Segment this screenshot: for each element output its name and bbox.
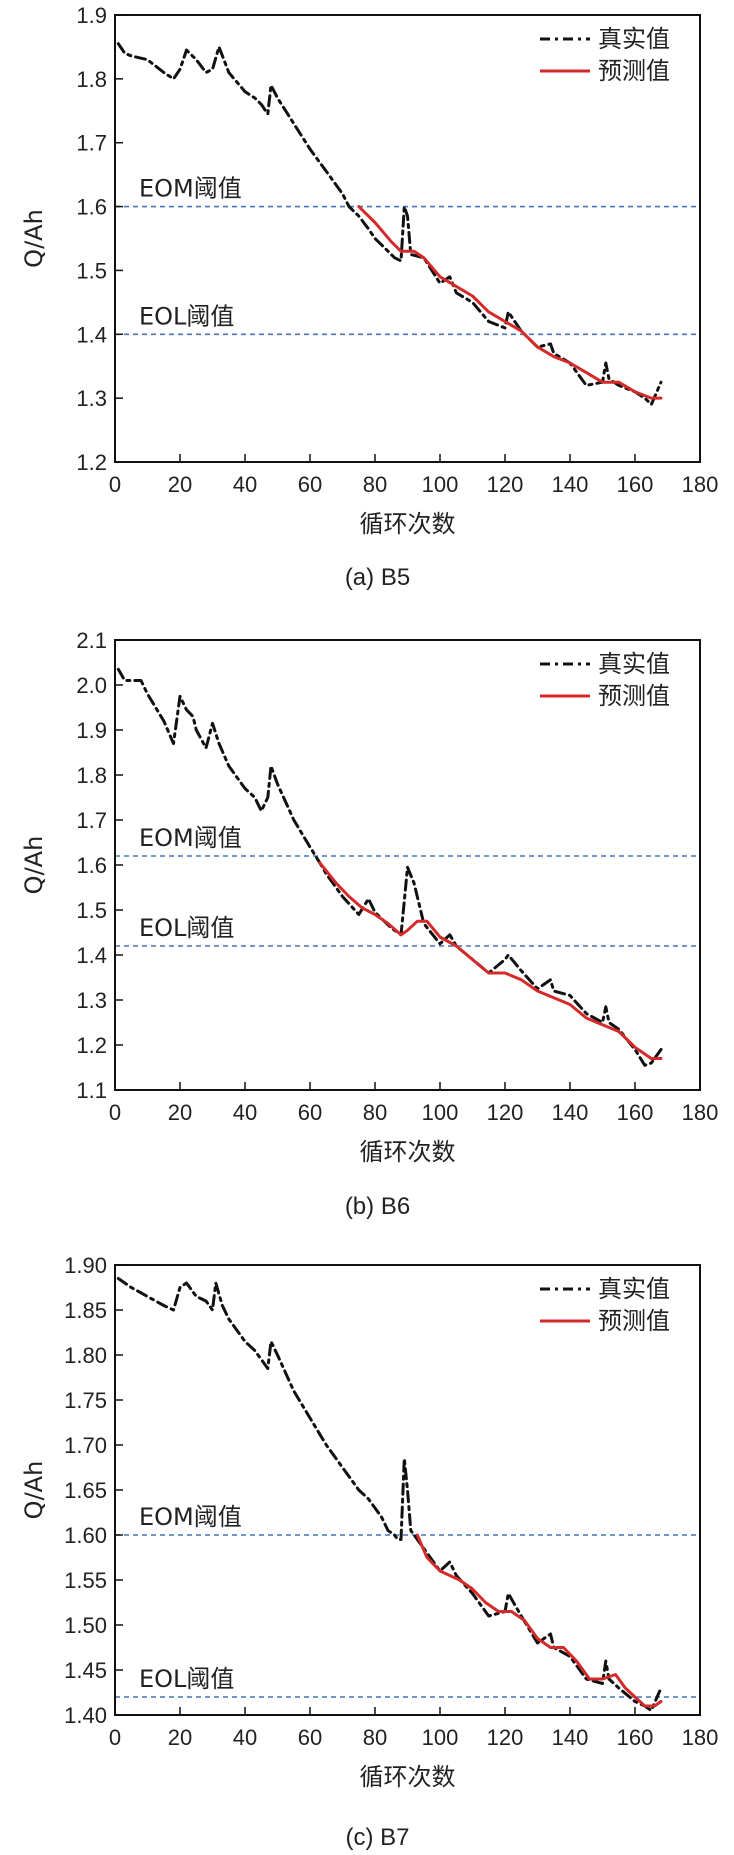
x-tick-label: 40 — [233, 472, 257, 497]
x-tick-label: 100 — [422, 1100, 459, 1125]
chart-panel-1: EOM阈值 EOL阈值 0 20 40 60 80 100 120 140 160 180 1.2 1.3… — [20, 3, 718, 591]
y-tick-label: 1.8 — [76, 67, 107, 92]
panel-caption: (c) B7 — [345, 1824, 409, 1851]
threshold-label-eom: EOM阈值 — [139, 175, 242, 203]
x-tick-label: 100 — [422, 1725, 459, 1750]
x-tick-label: 40 — [233, 1725, 257, 1750]
x-tick-label: 120 — [487, 472, 524, 497]
x-tick-label: 160 — [617, 1725, 654, 1750]
x-tick-label: 180 — [682, 1100, 719, 1125]
x-tick-label: 0 — [109, 472, 121, 497]
x-tick-label: 160 — [617, 472, 654, 497]
y-tick-label: 1.7 — [76, 808, 107, 833]
x-tick-label: 60 — [298, 1725, 322, 1750]
series-actual-line — [116, 1277, 663, 1712]
series-actual-line — [116, 42, 663, 406]
threshold-label-eol: EOL阈值 — [139, 914, 234, 942]
x-tick-label: 20 — [168, 1100, 192, 1125]
series-predicted-line — [415, 1533, 663, 1708]
y-tick-label: 1.45 — [64, 1658, 107, 1683]
x-tick-label: 180 — [682, 1725, 719, 1750]
x-tick-label: 80 — [363, 472, 387, 497]
x-axis-title: 循环次数 — [360, 1138, 456, 1166]
x-tick-label: 180 — [682, 472, 719, 497]
y-tick-label: 1.2 — [76, 450, 107, 475]
y-tick-label: 2.0 — [76, 673, 107, 698]
x-tick-label: 140 — [552, 1725, 589, 1750]
panel-caption: (b) B6 — [345, 1193, 410, 1220]
x-tick-label: 160 — [617, 1100, 654, 1125]
y-tick-label: 1.50 — [64, 1613, 107, 1638]
chart-panel-2: EOM阈值 EOL阈值 0 20 40 60 80 100 120 140 160 180 1.1 1.2… — [20, 628, 718, 1220]
y-axis-title: Q/Ah — [20, 836, 48, 895]
x-tick-label: 140 — [552, 472, 589, 497]
x-tick-label: 80 — [363, 1100, 387, 1125]
x-tick-label: 20 — [168, 472, 192, 497]
y-tick-label: 1.75 — [64, 1388, 107, 1413]
x-tick-label: 60 — [298, 1100, 322, 1125]
plot-frame — [114, 14, 701, 463]
legend-label-actual: 真实值 — [598, 1275, 670, 1303]
x-axis-title: 循环次数 — [360, 510, 456, 538]
y-tick-label: 1.3 — [76, 988, 107, 1013]
y-tick-label: 1.9 — [76, 718, 107, 743]
series-actual-line — [116, 667, 663, 1067]
y-tick-label: 1.9 — [76, 3, 107, 28]
y-tick-label: 1.6 — [76, 853, 107, 878]
y-tick-label: 1.8 — [76, 763, 107, 788]
legend-label-actual: 真实值 — [598, 25, 670, 53]
y-tick-label: 1.1 — [76, 1078, 107, 1103]
x-tick-label: 120 — [487, 1100, 524, 1125]
threshold-label-eom: EOM阈值 — [139, 1503, 242, 1531]
y-tick-label: 2.1 — [76, 628, 107, 653]
y-tick-label: 1.3 — [76, 386, 107, 411]
y-tick-label: 1.4 — [76, 322, 107, 347]
legend-label-predicted: 预测值 — [598, 1307, 670, 1335]
y-tick-label: 1.90 — [64, 1253, 107, 1278]
y-tick-label: 1.60 — [64, 1523, 107, 1548]
threshold-label-eom: EOM阈值 — [139, 824, 242, 852]
panel-caption: (a) B5 — [345, 564, 410, 591]
legend-label-predicted: 预测值 — [598, 682, 670, 710]
y-tick-label: 1.40 — [64, 1703, 107, 1728]
x-tick-label: 60 — [298, 472, 322, 497]
x-tick-label: 80 — [363, 1725, 387, 1750]
threshold-label-eol: EOL阈值 — [139, 1665, 234, 1693]
y-tick-label: 1.5 — [76, 258, 107, 283]
threshold-label-eol: EOL阈值 — [139, 302, 234, 330]
x-tick-label: 40 — [233, 1100, 257, 1125]
x-tick-label: 20 — [168, 1725, 192, 1750]
y-axis-title: Q/Ah — [20, 1461, 48, 1520]
y-tick-label: 1.80 — [64, 1343, 107, 1368]
y-axis-title: Q/Ah — [20, 209, 48, 268]
x-tick-label: 100 — [422, 472, 459, 497]
series-predicted-line — [357, 205, 663, 400]
y-tick-label: 1.70 — [64, 1433, 107, 1458]
legend-label-predicted: 预测值 — [598, 57, 670, 85]
x-tick-label: 0 — [109, 1725, 121, 1750]
x-tick-label: 120 — [487, 1725, 524, 1750]
y-tick-label: 1.7 — [76, 131, 107, 156]
y-tick-label: 1.65 — [64, 1478, 107, 1503]
y-tick-label: 1.5 — [76, 898, 107, 923]
x-tick-label: 0 — [109, 1100, 121, 1125]
y-tick-label: 1.6 — [76, 195, 107, 220]
y-tick-label: 1.2 — [76, 1033, 107, 1058]
x-tick-label: 140 — [552, 1100, 589, 1125]
legend-label-actual: 真实值 — [598, 650, 670, 678]
y-tick-label: 1.55 — [64, 1568, 107, 1593]
y-tick-label: 1.85 — [64, 1298, 107, 1323]
x-axis-title: 循环次数 — [360, 1763, 456, 1791]
chart-panel-3: EOM阈值 EOL阈值 0 20 40 60 80 100 120 140 160 180 1.40 1.… — [20, 1253, 718, 1851]
y-tick-label: 1.4 — [76, 943, 107, 968]
series-predicted-line — [318, 861, 663, 1060]
